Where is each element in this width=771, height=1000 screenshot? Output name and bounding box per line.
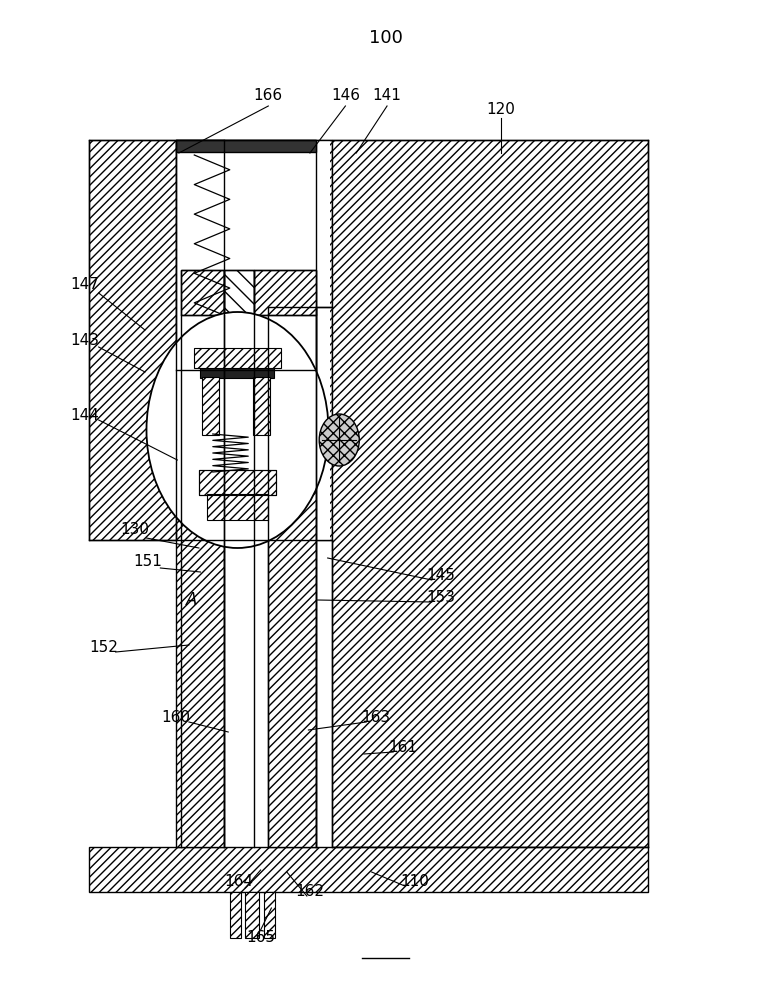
- Bar: [176, 140, 316, 152]
- Bar: [181, 270, 224, 315]
- Bar: [230, 892, 241, 938]
- Bar: [89, 847, 648, 892]
- Bar: [332, 140, 648, 847]
- Text: 143: 143: [70, 333, 99, 348]
- Bar: [268, 307, 316, 847]
- Bar: [253, 377, 270, 435]
- Bar: [194, 348, 281, 368]
- Bar: [199, 470, 276, 495]
- Text: 145: 145: [426, 567, 456, 582]
- Bar: [200, 368, 274, 378]
- Bar: [224, 270, 254, 315]
- Text: 152: 152: [89, 641, 119, 656]
- Text: A: A: [186, 591, 197, 609]
- Text: 166: 166: [254, 88, 283, 103]
- Text: 153: 153: [426, 590, 456, 605]
- Bar: [254, 270, 316, 315]
- Bar: [181, 270, 224, 315]
- Text: 161: 161: [388, 740, 417, 756]
- Text: 120: 120: [487, 103, 516, 117]
- Circle shape: [146, 312, 328, 548]
- Text: 164: 164: [224, 874, 254, 890]
- Text: 162: 162: [295, 885, 325, 900]
- Text: 144: 144: [70, 408, 99, 422]
- Text: 147: 147: [70, 277, 99, 292]
- Text: 130: 130: [120, 522, 150, 538]
- Bar: [224, 270, 254, 315]
- Text: 141: 141: [372, 88, 402, 103]
- Text: 146: 146: [331, 88, 360, 103]
- Text: 100: 100: [369, 29, 402, 47]
- Bar: [202, 377, 219, 435]
- Bar: [176, 140, 224, 847]
- Text: 151: 151: [133, 554, 163, 570]
- Bar: [254, 270, 316, 315]
- Bar: [207, 494, 268, 520]
- Bar: [245, 892, 259, 938]
- Text: 160: 160: [161, 710, 190, 726]
- Bar: [199, 470, 276, 495]
- Text: 163: 163: [362, 710, 391, 726]
- Text: 165: 165: [246, 930, 275, 945]
- Bar: [176, 140, 316, 370]
- Bar: [176, 140, 330, 540]
- Bar: [264, 892, 275, 938]
- Circle shape: [319, 414, 359, 466]
- Bar: [89, 140, 332, 540]
- Text: 110: 110: [400, 874, 429, 890]
